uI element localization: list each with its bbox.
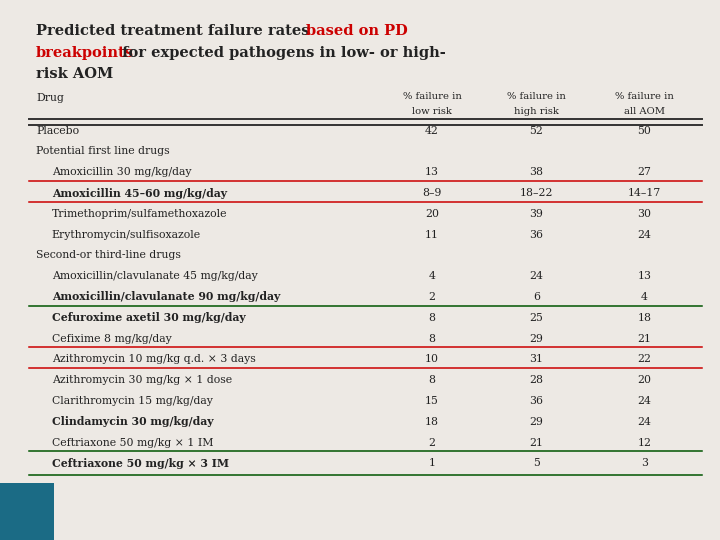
Text: Amoxicillin/clavulanate 90 mg/kg/day: Amoxicillin/clavulanate 90 mg/kg/day [52, 292, 280, 302]
Text: 5: 5 [533, 458, 540, 468]
Text: 8: 8 [428, 375, 436, 385]
Text: Second-or third-line drugs: Second-or third-line drugs [36, 251, 181, 260]
Text: 24: 24 [637, 396, 652, 406]
Text: Ceftriaxone 50 mg/kg × 1 IM: Ceftriaxone 50 mg/kg × 1 IM [52, 437, 213, 448]
Text: based on PD: based on PD [306, 24, 408, 38]
Text: Cefuroxime axetil 30 mg/kg/day: Cefuroxime axetil 30 mg/kg/day [52, 312, 246, 323]
Text: 10: 10 [425, 354, 439, 364]
Text: 28: 28 [529, 375, 544, 385]
Text: Amoxicillin/clavulanate 45 mg/kg/day: Amoxicillin/clavulanate 45 mg/kg/day [52, 271, 258, 281]
Text: breakpoints: breakpoints [36, 46, 134, 60]
Text: 8–9: 8–9 [423, 188, 441, 198]
Text: 14–17: 14–17 [628, 188, 661, 198]
Text: 21: 21 [637, 334, 652, 343]
Text: 1: 1 [428, 458, 436, 468]
Text: 3: 3 [641, 458, 648, 468]
Text: Amoxicillin 30 mg/kg/day: Amoxicillin 30 mg/kg/day [52, 167, 192, 177]
Text: % failure in: % failure in [507, 92, 566, 101]
Text: 30: 30 [637, 209, 652, 219]
Text: 13: 13 [637, 271, 652, 281]
Text: 24: 24 [529, 271, 544, 281]
Text: Predicted treatment failure rates: Predicted treatment failure rates [36, 24, 315, 38]
Text: 20: 20 [425, 209, 439, 219]
Text: high risk: high risk [514, 107, 559, 116]
Text: 22: 22 [637, 354, 652, 364]
Text: 13: 13 [425, 167, 439, 177]
Text: Trimethoprim/sulfamethoxazole: Trimethoprim/sulfamethoxazole [52, 209, 228, 219]
Text: Potential first line drugs: Potential first line drugs [36, 146, 170, 157]
Text: 52: 52 [529, 126, 544, 136]
Text: 27: 27 [637, 167, 652, 177]
Text: 15: 15 [425, 396, 439, 406]
Text: 4: 4 [428, 271, 436, 281]
Text: for expected pathogens in low- or high-: for expected pathogens in low- or high- [117, 46, 446, 60]
Text: Clindamycin 30 mg/kg/day: Clindamycin 30 mg/kg/day [52, 416, 213, 427]
Text: risk AOM: risk AOM [36, 68, 113, 82]
Text: % failure in: % failure in [615, 92, 674, 101]
Text: low risk: low risk [412, 107, 452, 116]
Text: Azithromycin 30 mg/kg × 1 dose: Azithromycin 30 mg/kg × 1 dose [52, 375, 232, 385]
Text: Erythromycin/sulfisoxazole: Erythromycin/sulfisoxazole [52, 230, 201, 240]
Text: Drug: Drug [36, 93, 64, 103]
Text: 8: 8 [428, 334, 436, 343]
Text: 18: 18 [637, 313, 652, 323]
Text: 2: 2 [428, 292, 436, 302]
FancyBboxPatch shape [0, 483, 54, 540]
Text: Ceftriaxone 50 mg/kg × 3 IM: Ceftriaxone 50 mg/kg × 3 IM [52, 458, 229, 469]
Text: 2: 2 [428, 437, 436, 448]
Text: 38: 38 [529, 167, 544, 177]
Text: 31: 31 [529, 354, 544, 364]
Text: 20: 20 [637, 375, 652, 385]
Text: 21: 21 [529, 437, 544, 448]
Text: 18–22: 18–22 [520, 188, 553, 198]
Text: 50: 50 [637, 126, 652, 136]
Text: 29: 29 [529, 417, 544, 427]
Text: 24: 24 [637, 417, 652, 427]
Text: Azithromycin 10 mg/kg q.d. × 3 days: Azithromycin 10 mg/kg q.d. × 3 days [52, 354, 256, 364]
Text: Cefixime 8 mg/kg/day: Cefixime 8 mg/kg/day [52, 334, 171, 343]
Text: % failure in: % failure in [402, 92, 462, 101]
Text: 42: 42 [425, 126, 439, 136]
Text: all AOM: all AOM [624, 107, 665, 116]
Text: 39: 39 [529, 209, 544, 219]
Text: 12: 12 [637, 437, 652, 448]
Text: 8: 8 [428, 313, 436, 323]
Text: 18: 18 [425, 417, 439, 427]
Text: Amoxicillin 45–60 mg/kg/day: Amoxicillin 45–60 mg/kg/day [52, 187, 227, 199]
Text: 24: 24 [637, 230, 652, 240]
Text: 36: 36 [529, 230, 544, 240]
Text: 11: 11 [425, 230, 439, 240]
Text: 25: 25 [529, 313, 544, 323]
Text: 6: 6 [533, 292, 540, 302]
Text: 36: 36 [529, 396, 544, 406]
Text: Placebo: Placebo [36, 126, 79, 136]
Text: Clarithromycin 15 mg/kg/day: Clarithromycin 15 mg/kg/day [52, 396, 212, 406]
Text: 4: 4 [641, 292, 648, 302]
Text: 29: 29 [529, 334, 544, 343]
